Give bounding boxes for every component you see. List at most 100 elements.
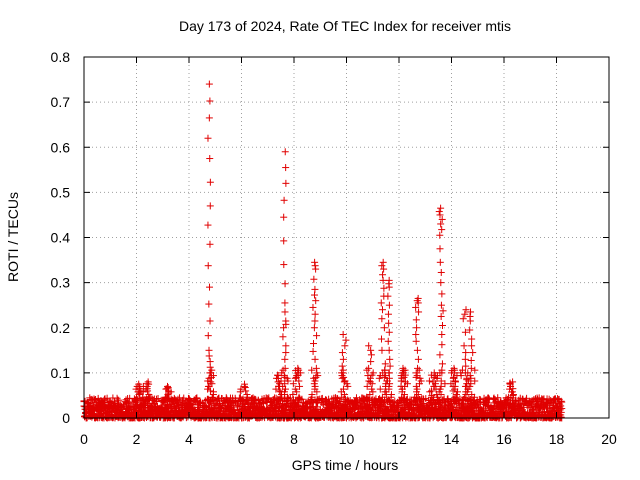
- data-point: [378, 262, 386, 270]
- data-point: [438, 290, 446, 298]
- data-point: [413, 346, 421, 354]
- data-point: [206, 317, 214, 325]
- data-point: [438, 341, 446, 349]
- data-point: [380, 284, 388, 292]
- data-point: [467, 356, 475, 364]
- data-point: [367, 351, 375, 359]
- data-point: [385, 301, 393, 309]
- y-tick-label: 0.1: [51, 365, 71, 381]
- data-point: [339, 355, 347, 363]
- data-point: [313, 332, 321, 340]
- data-point: [281, 308, 289, 316]
- data-point: [461, 355, 469, 363]
- data-point: [437, 312, 445, 320]
- data-point: [282, 317, 290, 325]
- data-point: [282, 349, 290, 357]
- data-point: [338, 349, 346, 357]
- data-point: [412, 331, 420, 339]
- data-point: [378, 346, 386, 354]
- data-point: [90, 395, 98, 403]
- data-point: [279, 333, 287, 341]
- data-point: [302, 405, 310, 413]
- data-point: [281, 355, 289, 363]
- data-point: [460, 342, 468, 350]
- data-point: [309, 347, 317, 355]
- data-point: [205, 346, 213, 354]
- y-tick-label: 0: [62, 410, 70, 426]
- x-tick-label: 4: [185, 431, 193, 447]
- x-tick-label: 18: [549, 431, 565, 447]
- data-point: [205, 80, 213, 88]
- y-tick-label: 0.7: [51, 94, 71, 110]
- data-point: [311, 285, 319, 293]
- y-tick-label: 0.2: [51, 320, 71, 336]
- data-point: [379, 271, 387, 279]
- data-point: [412, 337, 420, 345]
- x-tick-label: 2: [133, 431, 141, 447]
- data-point: [384, 337, 392, 345]
- data-point: [365, 364, 373, 372]
- data-point: [384, 292, 392, 300]
- data-point: [282, 164, 290, 172]
- data-point: [205, 114, 213, 122]
- x-tick-label: 0: [80, 431, 88, 447]
- data-point: [435, 208, 443, 216]
- data-point: [367, 358, 375, 366]
- y-tick-label: 0.8: [51, 49, 71, 65]
- data-point: [193, 394, 201, 402]
- data-point: [377, 335, 385, 343]
- data-point: [437, 279, 445, 287]
- data-point: [413, 324, 421, 332]
- data-point: [282, 179, 290, 187]
- data-point: [379, 306, 387, 314]
- data-point: [280, 237, 288, 245]
- data-point: [311, 262, 319, 270]
- data-point: [280, 196, 288, 204]
- x-tick-label: 14: [444, 431, 460, 447]
- data-point: [91, 396, 98, 404]
- data-point: [412, 316, 420, 324]
- data-point: [436, 245, 444, 253]
- data-point: [205, 300, 213, 308]
- data-point: [437, 301, 445, 309]
- x-tick-label: 8: [290, 431, 298, 447]
- data-point: [263, 394, 271, 402]
- data-point: [468, 342, 476, 350]
- data-point: [437, 220, 445, 228]
- data-point: [311, 310, 319, 318]
- data-point: [311, 258, 319, 266]
- x-axis-label: GPS time / hours: [292, 457, 399, 473]
- grid-lines: [84, 57, 609, 418]
- data-point: [379, 258, 387, 266]
- data-point: [436, 258, 444, 266]
- data-point: [469, 349, 477, 357]
- y-tick-label: 0.6: [51, 139, 71, 155]
- x-tick-label: 6: [238, 431, 246, 447]
- data-point: [282, 407, 290, 415]
- data-point: [386, 355, 394, 363]
- x-tick-label: 12: [391, 431, 407, 447]
- data-point: [468, 335, 476, 343]
- data-point: [206, 178, 214, 186]
- data-point: [436, 231, 444, 239]
- data-point: [204, 221, 212, 229]
- data-point: [312, 297, 320, 305]
- data-point: [282, 342, 290, 350]
- data-point: [206, 283, 214, 291]
- data-point: [462, 349, 470, 357]
- data-point: [310, 275, 318, 283]
- y-tick-label: 0.3: [51, 275, 71, 291]
- data-point: [414, 355, 422, 363]
- x-tick-label: 16: [496, 431, 512, 447]
- data-point: [385, 276, 393, 284]
- data-point: [311, 355, 319, 363]
- data-point: [281, 148, 289, 156]
- data-point: [385, 346, 393, 354]
- data-point: [241, 384, 249, 392]
- data-point: [438, 331, 446, 339]
- data-point: [206, 97, 214, 105]
- data-point: [204, 134, 212, 142]
- data-point: [437, 268, 445, 276]
- chart-title: Day 173 of 2024, Rate Of TEC Index for r…: [179, 18, 511, 34]
